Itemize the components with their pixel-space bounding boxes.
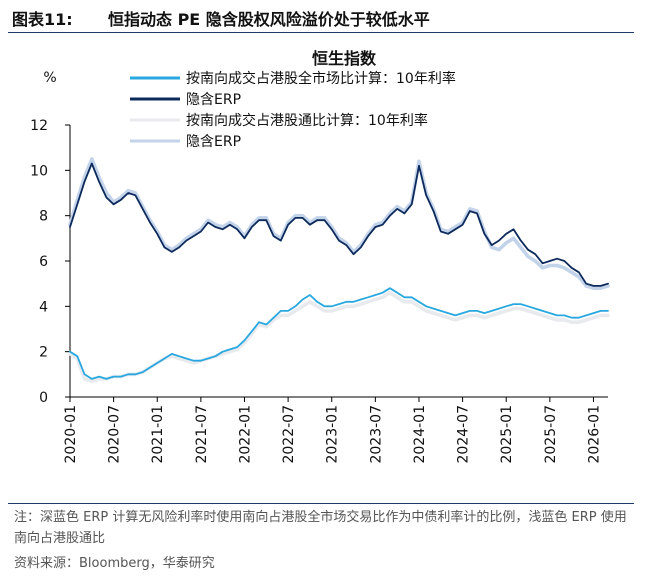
data-source: 资料来源：Bloomberg，华泰研究 [14, 556, 215, 571]
y-tick-label: 0 [39, 390, 48, 406]
x-tick-label: 2026-01 [586, 405, 602, 464]
series-layer [68, 157, 610, 383]
x-tick-label: 2022-07 [281, 405, 297, 464]
x-tick-label: 2023-01 [325, 405, 341, 464]
legend-label: 按南向成交占港股通比计算：10年利率 [186, 112, 428, 129]
x-tick-label: 2021-07 [194, 405, 210, 464]
figure-number: 图表11: [12, 10, 73, 29]
chart-title: 恒生指数 [312, 49, 377, 68]
x-tick-label: 2025-07 [543, 405, 559, 464]
figure-header: 图表11: 恒指动态 PE 隐含股权风险溢价处于较低水平 [0, 0, 648, 30]
y-tick-label: 10 [30, 163, 48, 179]
x-tick-label: 2021-01 [150, 405, 166, 464]
x-tick-label: 2024-07 [456, 405, 472, 464]
legend-label: 隐含ERP [186, 134, 241, 150]
y-tick-label: 4 [39, 299, 48, 315]
chart-note: 注：深蓝色 ERP 计算无风险利率时使用南向占港股全市场交易比作为中债利率计的比… [14, 510, 627, 546]
y-tick-label: 8 [39, 209, 48, 225]
x-tick-label: 2025-01 [499, 405, 515, 464]
x-tick-label: 2022-01 [237, 405, 253, 464]
y-tick-label: 6 [39, 254, 48, 270]
figure-title: 恒指动态 PE 隐含股权风险溢价处于较低水平 [108, 10, 430, 29]
header-divider [8, 32, 634, 33]
x-tick-label: 2020-01 [63, 405, 79, 464]
y-tick-label: 12 [30, 118, 48, 134]
legend-label: 隐含ERP [186, 92, 241, 108]
x-tick-label: 2024-01 [412, 405, 428, 464]
x-axis: 2020-01 2020-07 2021-01 2021-07 2022-01 2022-… [63, 396, 608, 464]
y-tick-label: 2 [39, 345, 48, 361]
series-line-implied-erp-light [68, 157, 610, 291]
legend-label: 按南向成交占港股全市场比计算：10年利率 [186, 70, 456, 87]
series-line-southbound-total-erp [69, 287, 609, 380]
y-axis-unit: % [43, 70, 56, 86]
footer-divider [8, 503, 634, 504]
x-tick-label: 2020-07 [107, 405, 123, 464]
y-axis: 0 2 4 6 8 10 12 [30, 118, 71, 406]
x-tick-label: 2023-07 [368, 405, 384, 464]
series-line-implied-erp-dark [69, 162, 609, 287]
